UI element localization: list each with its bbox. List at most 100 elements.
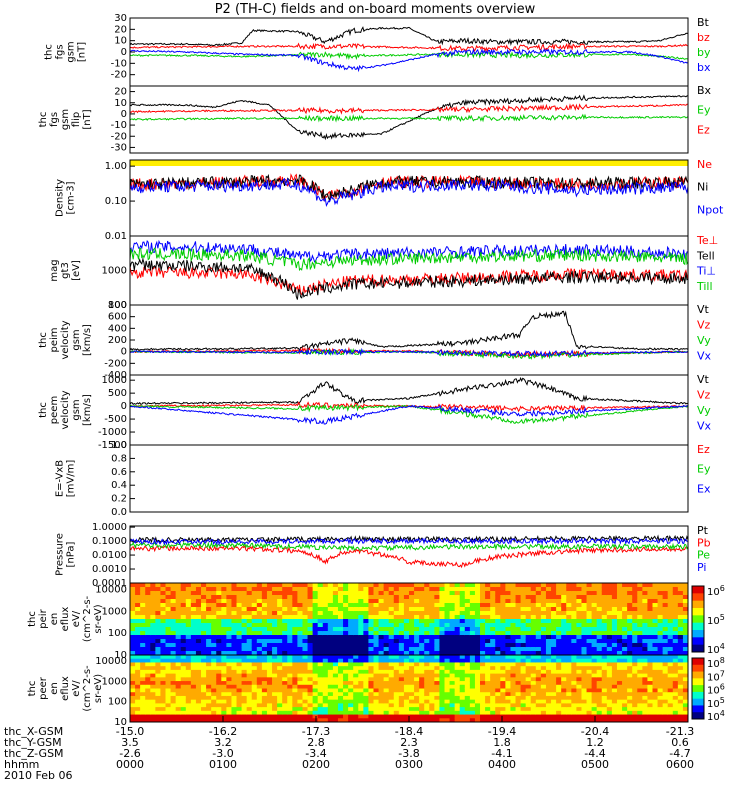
spectrogram-cell (297, 611, 303, 616)
spectrogram-cell (145, 673, 151, 678)
spectrogram-cell (485, 707, 491, 712)
spectrogram-cell (429, 658, 435, 663)
spectrogram-cell (561, 647, 567, 652)
spectrogram-cell (251, 681, 258, 686)
spectrogram-cell (510, 595, 517, 600)
spectrogram-cell (424, 677, 430, 682)
spectrogram-cell (246, 603, 253, 608)
spectrogram-cell (591, 684, 598, 689)
spectrogram-cell (606, 707, 613, 712)
spectrogram-cell (429, 677, 435, 682)
spectrogram-cell (490, 666, 496, 671)
spectrogram-cell (231, 651, 238, 656)
spectrogram-cell (353, 639, 359, 644)
spectrogram-cell (221, 695, 227, 701)
spectrogram-cell (556, 658, 562, 663)
spectrogram-cell (480, 655, 486, 660)
spectrogram-cell (545, 669, 552, 675)
series-npot (129, 177, 689, 208)
spectrogram-cell (135, 599, 141, 604)
spectrogram-cell (561, 677, 567, 682)
spectrogram-cell (662, 662, 669, 667)
spectrogram-cell (556, 703, 562, 708)
spectrogram-cell (474, 692, 481, 697)
spectrogram-cell (535, 619, 542, 624)
spectrogram-cell (378, 583, 385, 588)
spectrogram-cell (231, 603, 238, 608)
spectrogram-cell (378, 595, 385, 600)
spectrogram-cell (175, 684, 182, 689)
spectrogram-cell (195, 669, 202, 675)
spectrogram-cell (606, 688, 613, 693)
spectrogram-cell (383, 639, 390, 644)
spectrogram-cell (576, 643, 582, 648)
spectrogram-cell (454, 669, 461, 675)
spectrogram-cell (378, 688, 385, 693)
spectrogram-cell (256, 695, 263, 701)
spectrogram-cell (545, 655, 552, 660)
spectrogram-cell (556, 673, 562, 678)
spectrogram-cell (206, 651, 212, 656)
spectrogram-cell (307, 591, 314, 596)
spectrogram-cell (581, 639, 588, 644)
spectrogram-cell (652, 662, 659, 667)
spectrogram-cell (566, 603, 572, 608)
spectrogram-cell (682, 714, 689, 719)
spectrogram-cell (221, 607, 227, 612)
spectrogram-cell (358, 595, 364, 600)
spectrogram-cell (677, 595, 684, 600)
spectrogram-cell (332, 591, 339, 596)
spectrogram-cell (327, 607, 334, 612)
colorbar-label: 104 (707, 709, 725, 723)
spectrogram-cell (216, 718, 222, 723)
spectrogram-cell (464, 684, 471, 689)
spectrogram-cell (505, 684, 511, 689)
spectrogram-cell (444, 651, 451, 656)
spectrogram-cell (434, 695, 440, 701)
spectrogram-cell (373, 631, 380, 636)
spectrogram-cell (520, 714, 527, 719)
spectrogram-cell (175, 666, 182, 671)
colorbar-step (692, 685, 704, 693)
spectrogram-cell (586, 699, 593, 704)
spectrogram-cell (272, 673, 278, 678)
spectrogram-cell (652, 607, 659, 612)
spectrogram-cell (332, 699, 339, 704)
spectrogram-cell (591, 714, 598, 719)
spectrogram-cell (241, 631, 248, 636)
spectrogram-cell (464, 677, 471, 682)
spectrogram-cell (606, 619, 613, 624)
spectrogram-cell (251, 714, 258, 719)
spectrogram-cell (545, 692, 552, 697)
spectrogram-cell (383, 695, 390, 701)
spectrogram-cell (637, 615, 643, 620)
spectrogram-cell (180, 651, 187, 656)
legend-ey: Ey (697, 104, 711, 117)
spectrogram-cell (409, 673, 415, 678)
spectrogram-cell (201, 677, 207, 682)
spectrogram-cell (662, 718, 669, 723)
y-label-line: [km/s] (82, 324, 93, 356)
spectrogram-cell (241, 669, 248, 675)
spectrogram-cell (556, 627, 562, 632)
spectrogram-cell (454, 611, 461, 616)
spectrogram-cell (459, 703, 466, 708)
y-tick-label: -20 (111, 70, 127, 81)
spectrogram-cell (454, 651, 461, 656)
spectrogram-cell (272, 615, 278, 620)
spectrogram-cell (429, 718, 435, 723)
series-vz (129, 401, 689, 413)
spectrogram-cell (627, 684, 633, 689)
spectrogram-cell (221, 615, 227, 620)
spectrogram-cell (180, 623, 187, 628)
spectrogram-cell (332, 635, 339, 640)
spectrogram-cell (190, 643, 197, 648)
spectrogram-cell (251, 583, 258, 588)
spectrogram-cell (266, 677, 273, 682)
spectrogram-cell (140, 587, 146, 592)
spectrogram-cell (490, 615, 496, 620)
spectrogram-cell (287, 718, 293, 723)
spectrogram-cell (216, 631, 222, 636)
spectrogram-cell (667, 619, 674, 624)
spectrogram-cell (343, 583, 349, 588)
